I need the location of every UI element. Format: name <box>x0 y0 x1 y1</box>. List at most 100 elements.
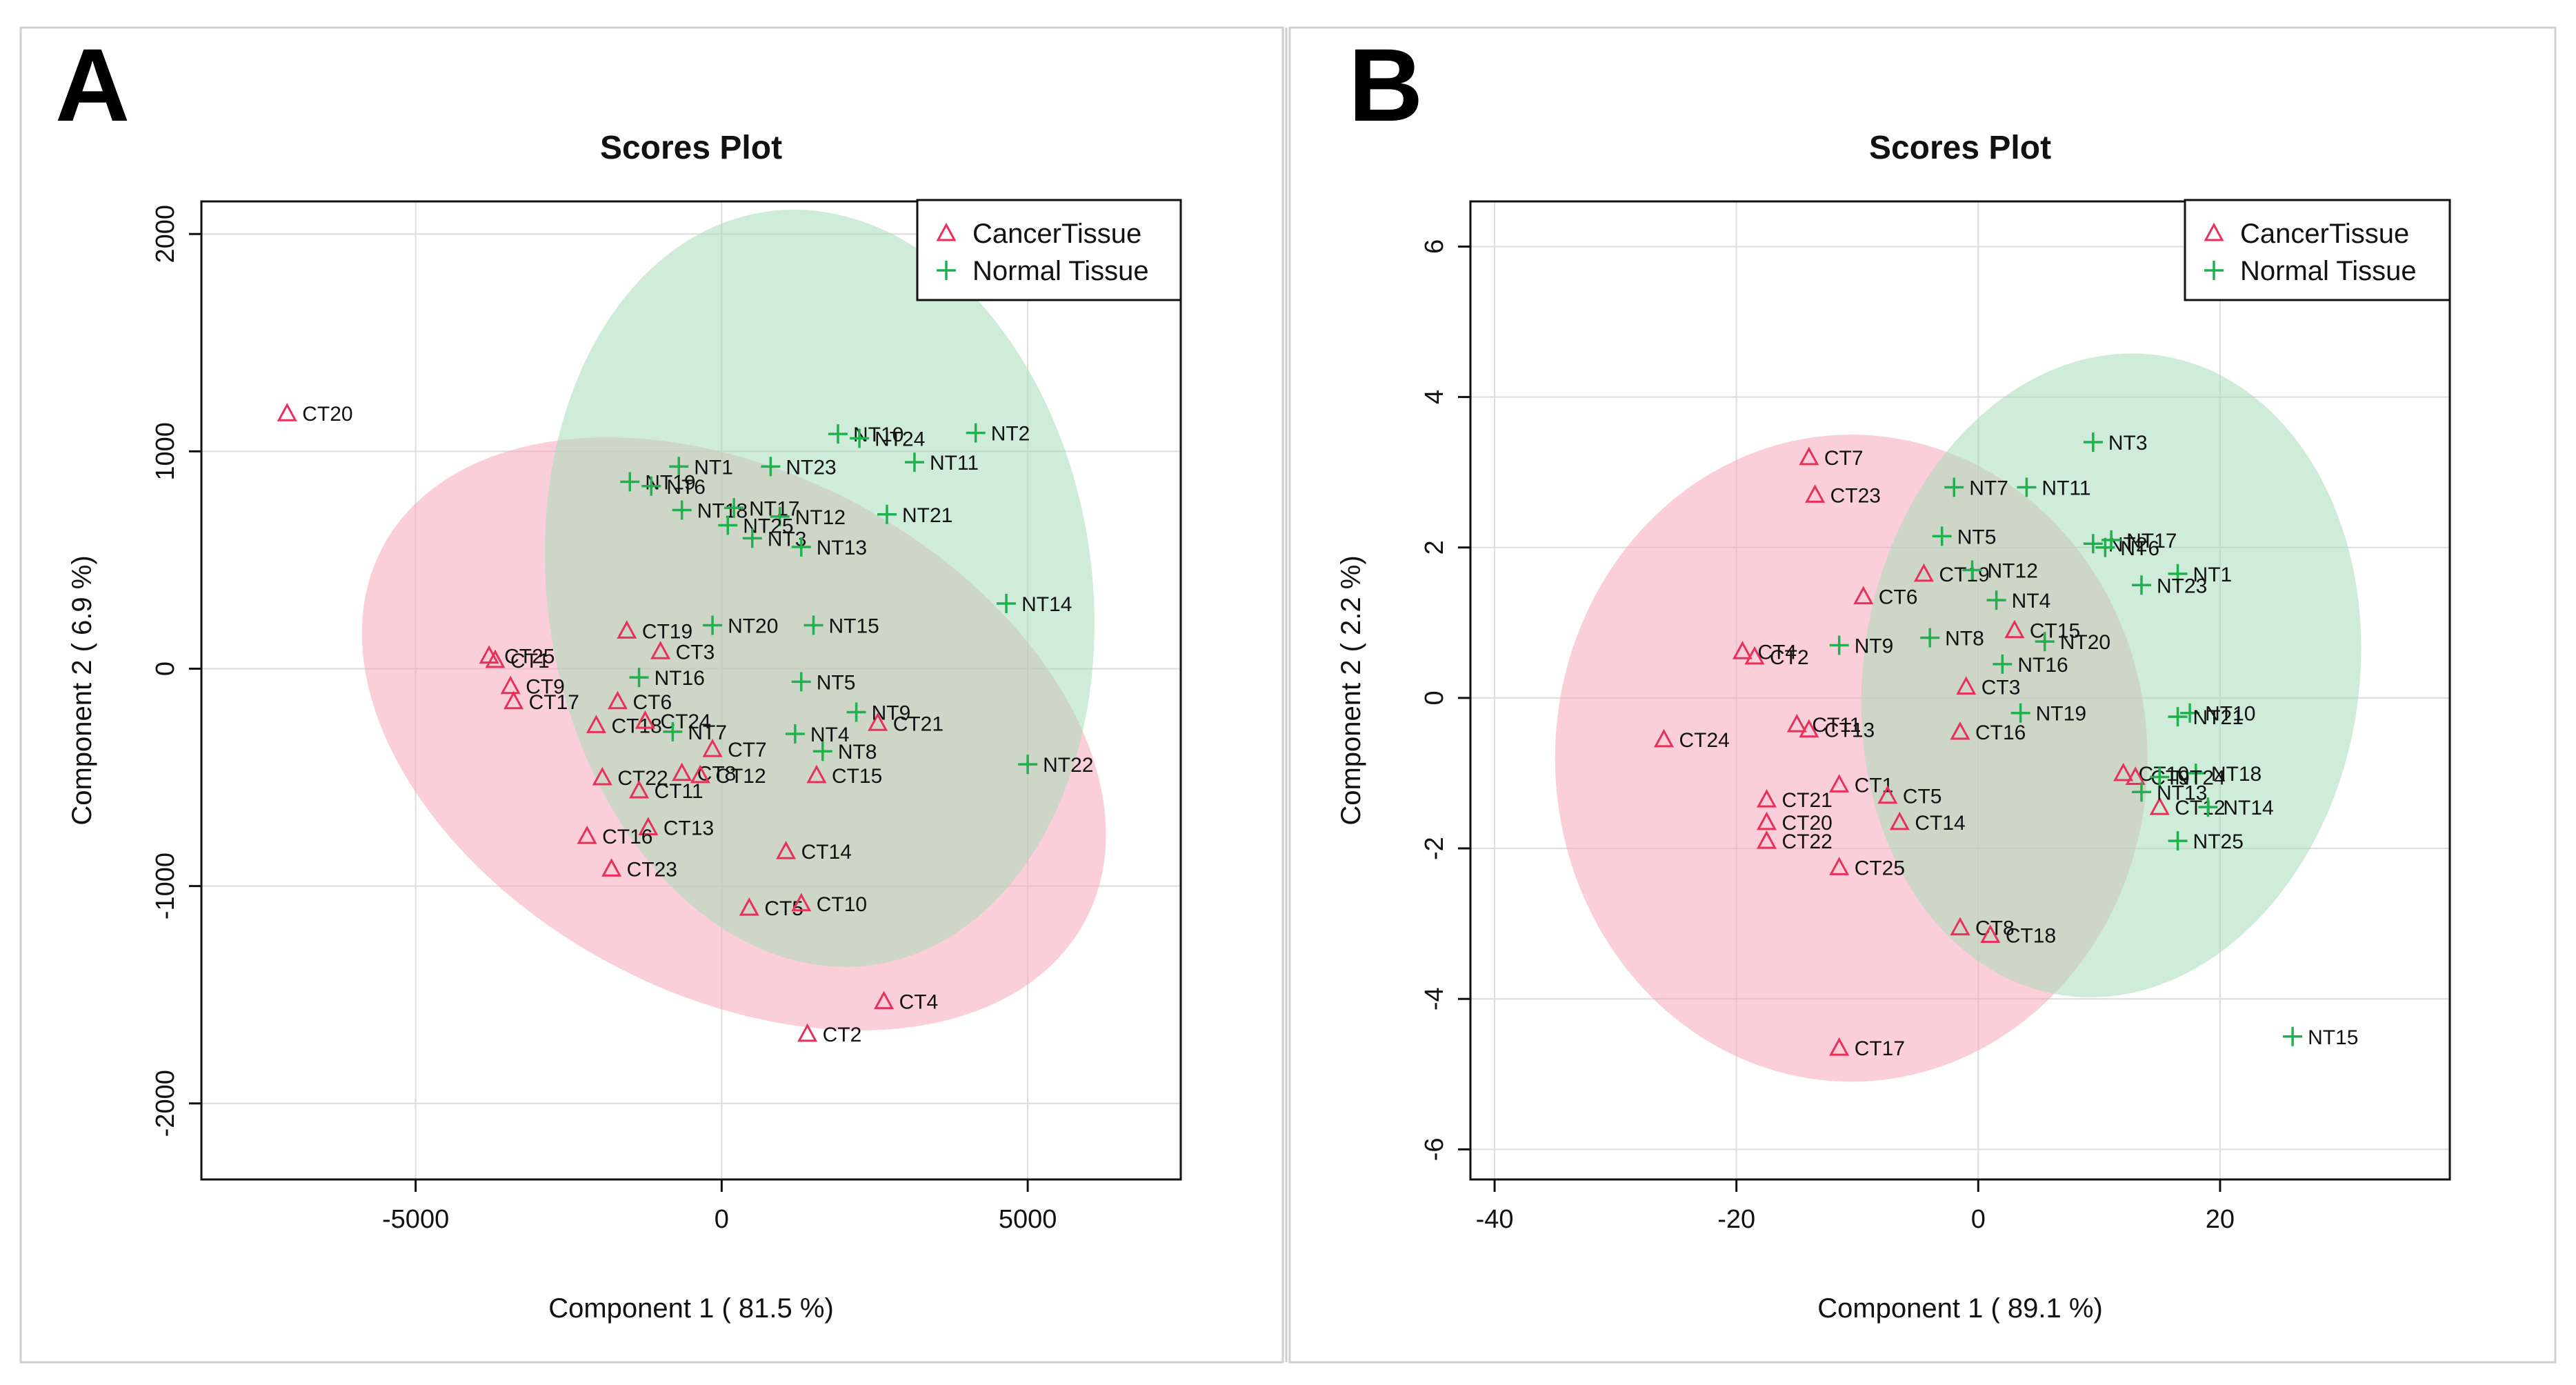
y-tick-label: -2000 <box>151 1070 180 1137</box>
legend-box <box>916 199 1182 301</box>
point-label-ct10: CT10 <box>817 893 867 916</box>
point-ct23 <box>1805 484 1826 503</box>
x-tick-label: 20 <box>2206 1205 2235 1234</box>
point-label-ct20: CT20 <box>1782 812 1833 835</box>
point-ct2 <box>1744 646 1765 665</box>
legend-marker-cancer <box>2204 222 2224 241</box>
point-label-ct7: CT7 <box>1824 447 1864 470</box>
point-label-nt14: NT14 <box>1021 593 1072 616</box>
point-ct24 <box>1653 728 1675 748</box>
point-label-nt18: NT18 <box>697 499 748 522</box>
y-tick-label: -2 <box>1420 837 1449 860</box>
point-label-nt20: NT20 <box>728 615 778 637</box>
point-label-ct5: CT5 <box>1903 786 1942 808</box>
point-ct22 <box>592 766 612 786</box>
point-label-nt23: NT23 <box>2157 575 2207 597</box>
point-label-nt16: NT16 <box>2017 654 2068 677</box>
point-nt18 <box>672 500 692 520</box>
point-nt4 <box>1986 590 2006 610</box>
point-nt12 <box>1962 560 1982 580</box>
y-tick-label: -1000 <box>151 853 180 919</box>
point-ct23 <box>601 858 622 877</box>
legend: CancerTissue Normal Tissue <box>916 199 1182 301</box>
chart-title: Scores Plot <box>600 130 782 166</box>
point-ct3 <box>650 641 671 659</box>
point-ct17 <box>1829 1037 1850 1056</box>
point-ct8 <box>672 762 692 781</box>
point-label-ct2: CT2 <box>1770 646 1809 669</box>
legend-label-cancer: CancerTissue <box>972 219 1141 249</box>
point-label-nt16: NT16 <box>655 667 705 690</box>
x-tick-label: 0 <box>715 1205 729 1234</box>
point-label-nt21: NT21 <box>2193 706 2244 729</box>
point-label-ct18: CT18 <box>2006 925 2056 948</box>
point-label-ct19: CT19 <box>642 620 692 643</box>
point-label-ct14: CT14 <box>801 841 852 864</box>
point-ct20 <box>277 403 297 421</box>
point-label-ct16: CT16 <box>602 826 652 848</box>
point-label-nt20: NT20 <box>2060 631 2110 654</box>
point-label-ct1: CT1 <box>510 650 550 672</box>
point-label-nt9: NT9 <box>1855 635 1894 658</box>
point-nt11 <box>904 452 924 472</box>
point-ct3 <box>1956 676 1977 695</box>
point-ct21 <box>1756 789 1777 808</box>
point-label-nt6: NT6 <box>666 476 706 499</box>
point-ct11 <box>629 779 650 799</box>
point-nt15 <box>803 615 823 635</box>
point-label-nt10: NT10 <box>853 424 903 446</box>
point-ct19 <box>617 620 637 639</box>
point-label-ct4: CT4 <box>1757 641 1797 664</box>
point-label-nt10: NT10 <box>2205 703 2255 726</box>
point-label-nt12: NT12 <box>795 506 846 529</box>
point-label-nt24: NT24 <box>2175 766 2225 789</box>
point-nt9 <box>1829 635 1849 655</box>
point-ct9 <box>2125 766 2146 785</box>
point-ct11 <box>1786 713 1807 733</box>
point-label-ct9: CT9 <box>526 676 565 699</box>
y-tick-label: 6 <box>1420 239 1449 254</box>
x-axis: -40 -20 0 20 Component 1 ( 89.1 %) <box>1476 1179 2235 1324</box>
point-label-ct25: CT25 <box>504 646 555 668</box>
point-label-ct22: CT22 <box>617 767 668 790</box>
normal-ellipse <box>1861 353 2362 997</box>
point-label-ct24: CT24 <box>660 710 710 733</box>
point-label-nt1: NT1 <box>694 456 733 479</box>
point-ct17 <box>503 690 524 710</box>
point-nt14 <box>2198 797 2218 817</box>
point-label-ct4: CT4 <box>899 991 939 1014</box>
point-label-ct15: CT15 <box>832 765 882 788</box>
point-ct5 <box>1877 785 1898 804</box>
point-label-ct22: CT22 <box>1782 830 1833 853</box>
point-nt6 <box>2095 537 2115 557</box>
point-label-ct15: CT15 <box>2030 620 2080 643</box>
panel-a-frame <box>19 26 1284 1364</box>
point-label-nt15: NT15 <box>2308 1026 2358 1049</box>
point-nt2 <box>966 423 986 443</box>
panel-label: B <box>1348 27 1423 143</box>
point-label-nt17: NT17 <box>2126 530 2177 552</box>
point-label-nt18: NT18 <box>2211 763 2262 786</box>
x-tick-label: 0 <box>1971 1205 1986 1234</box>
point-ct1 <box>485 649 506 668</box>
y-tick-label: 2 <box>1420 540 1449 555</box>
point-nt5 <box>1932 526 1952 546</box>
point-ct9 <box>500 675 521 695</box>
point-ct12 <box>690 764 710 784</box>
point-nt21 <box>2168 707 2188 727</box>
point-ct18 <box>586 715 606 733</box>
point-nt17 <box>724 498 744 518</box>
point-label-ct17: CT17 <box>529 691 579 714</box>
point-label-nt4: NT4 <box>2012 590 2051 612</box>
point-nt4 <box>785 724 805 744</box>
point-ct6 <box>1853 586 1874 605</box>
y-tick-label: -4 <box>1420 987 1449 1010</box>
y-tick-label: 4 <box>1420 390 1449 404</box>
point-nt22 <box>1018 755 1038 775</box>
point-label-ct13: CT13 <box>663 817 714 840</box>
point-label-ct23: CT23 <box>627 858 677 881</box>
point-nt7 <box>663 721 683 741</box>
point-ct13 <box>638 817 659 836</box>
point-ct6 <box>607 690 628 710</box>
